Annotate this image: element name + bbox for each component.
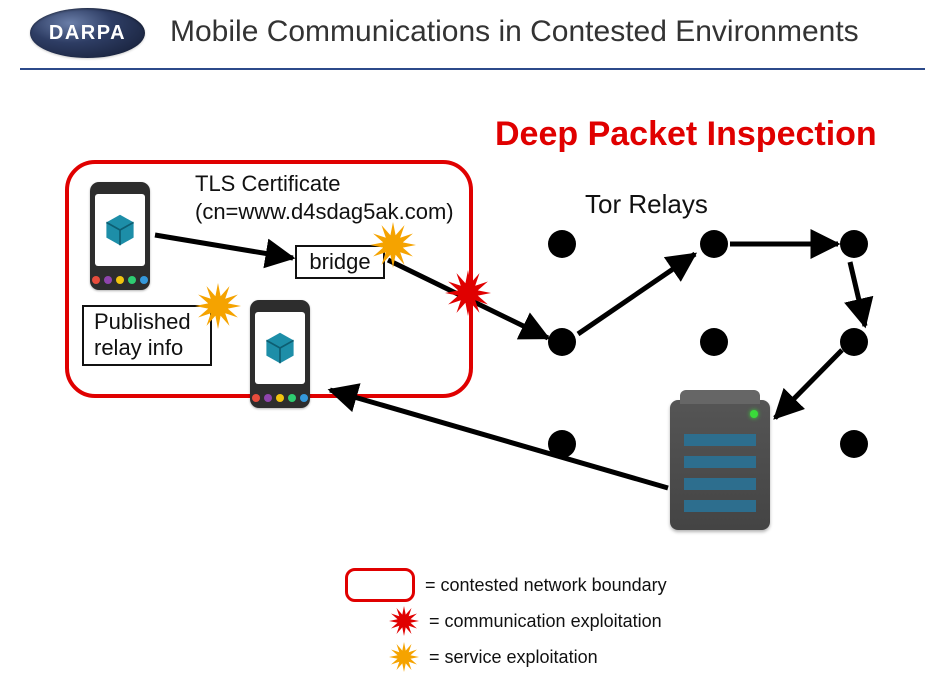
server-bar bbox=[684, 500, 756, 512]
legend-row-boundary: = contested network boundary bbox=[345, 569, 667, 601]
slide-canvas: { "header": { "logo_text": "DARPA", "tit… bbox=[0, 0, 948, 692]
legend-text: = contested network boundary bbox=[425, 575, 667, 596]
header-rule bbox=[20, 68, 925, 70]
darpa-logo-ellipse: DARPA bbox=[30, 8, 145, 58]
legend-row-service-exploit: = service exploitation bbox=[345, 641, 667, 673]
legend-burst-red-icon bbox=[389, 606, 419, 636]
phone-dots bbox=[250, 394, 310, 402]
legend-row-comm-exploit: = communication exploitation bbox=[345, 605, 667, 637]
tor-relay-dot bbox=[700, 230, 728, 258]
server-bar bbox=[684, 434, 756, 446]
tls-line1: TLS Certificate bbox=[195, 171, 341, 196]
arrow-relay4_to_relay2 bbox=[578, 254, 695, 334]
server-bar bbox=[684, 478, 756, 490]
tls-line2: (cn=www.d4sdag5ak.com) bbox=[195, 199, 454, 224]
tor-relays-label: Tor Relays bbox=[585, 188, 708, 221]
bridge-box: bridge bbox=[295, 245, 385, 279]
legend-text: = communication exploitation bbox=[429, 611, 662, 632]
tor-relay-dot bbox=[548, 430, 576, 458]
dpi-title: Deep Packet Inspection bbox=[495, 115, 877, 154]
tor-relay-dot bbox=[840, 430, 868, 458]
legend-burst-orange-icon bbox=[389, 642, 419, 672]
tor-relay-dot bbox=[548, 230, 576, 258]
tor-relay-dot bbox=[840, 328, 868, 356]
phone-dots bbox=[90, 276, 150, 284]
server-bar bbox=[684, 456, 756, 468]
pubrelay-line1: Published bbox=[94, 309, 191, 334]
darpa-logo: DARPA bbox=[30, 8, 145, 58]
cube-icon bbox=[263, 331, 297, 365]
published-relay-box: Published relay info bbox=[82, 305, 212, 366]
pubrelay-line2: relay info bbox=[94, 335, 183, 360]
arrow-relay3_to_relay6 bbox=[850, 262, 865, 326]
page-title: Mobile Communications in Contested Envir… bbox=[170, 15, 859, 49]
tor-relay-dot bbox=[548, 328, 576, 356]
legend-text: = service exploitation bbox=[429, 647, 598, 668]
arrow-relay6_to_server bbox=[775, 350, 842, 418]
phone-icon-2 bbox=[250, 300, 310, 408]
bridge-label: bridge bbox=[309, 249, 370, 274]
server-led-icon bbox=[750, 410, 758, 418]
server-icon bbox=[670, 400, 770, 530]
phone-icon-1 bbox=[90, 182, 150, 290]
darpa-logo-text: DARPA bbox=[49, 22, 126, 45]
cube-icon bbox=[103, 213, 137, 247]
tor-relay-dot bbox=[840, 230, 868, 258]
legend-rect-icon bbox=[345, 568, 415, 602]
legend: = contested network boundary = communica… bbox=[345, 565, 667, 677]
tls-cert-label: TLS Certificate (cn=www.d4sdag5ak.com) bbox=[195, 170, 454, 225]
tor-relay-dot bbox=[700, 328, 728, 356]
arrow-server_to_phone2 bbox=[330, 390, 668, 488]
